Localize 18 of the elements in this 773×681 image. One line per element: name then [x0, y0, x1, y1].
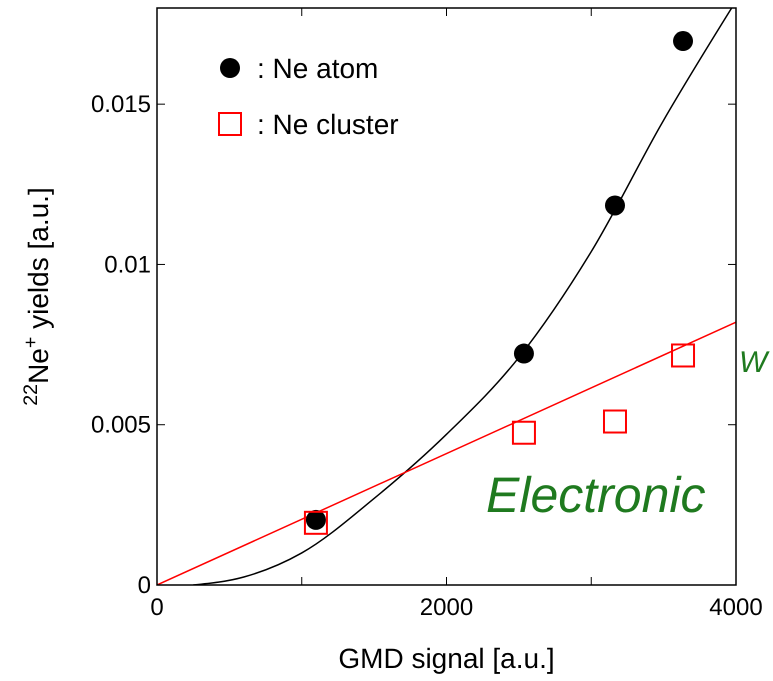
point: [604, 195, 625, 216]
x-axis-title: GMD signal [a.u.]: [338, 643, 555, 674]
point: [304, 510, 328, 535]
x-tick-label: 2000: [420, 594, 474, 621]
point: [673, 31, 694, 52]
point: [671, 343, 696, 368]
point: [602, 410, 627, 434]
x-tick-label: 4000: [709, 594, 763, 621]
text: W: [739, 346, 770, 379]
point: [514, 344, 534, 364]
annotation: Electronic: [486, 467, 706, 523]
y-tick-label: 0: [138, 572, 151, 599]
y-tick-label: 0.005: [90, 412, 151, 439]
legend-label: : Ne cluster: [257, 109, 399, 140]
y-tick-label: 0.01: [104, 251, 151, 278]
legend-label: : Ne atom: [257, 53, 378, 84]
point: [512, 420, 536, 445]
y-tick-label: 0.015: [90, 91, 151, 118]
